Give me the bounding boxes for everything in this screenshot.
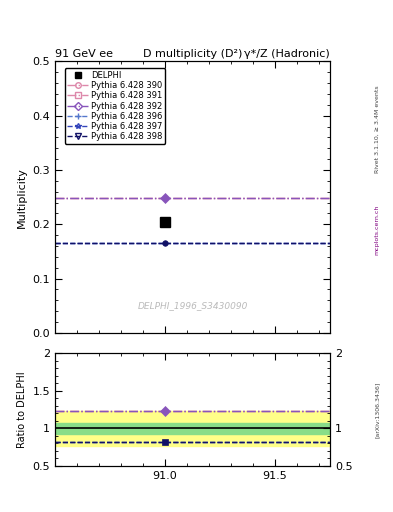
Text: 91 GeV ee: 91 GeV ee [55, 49, 113, 59]
Bar [55, 411, 330, 445]
Y-axis label: Multiplicity: Multiplicity [17, 167, 27, 227]
Title: D multiplicity (D²): D multiplicity (D²) [143, 49, 242, 59]
Text: mcplots.cern.ch: mcplots.cern.ch [375, 204, 380, 255]
Text: DELPHI_1996_S3430090: DELPHI_1996_S3430090 [138, 301, 248, 310]
Text: γ*/Z (Hadronic): γ*/Z (Hadronic) [244, 49, 330, 59]
Legend: DELPHI, Pythia 6.428 390, Pythia 6.428 391, Pythia 6.428 392, Pythia 6.428 396, : DELPHI, Pythia 6.428 390, Pythia 6.428 3… [65, 68, 165, 144]
Bar [55, 423, 330, 434]
Text: [arXiv:1306.3436]: [arXiv:1306.3436] [375, 381, 380, 438]
Text: Rivet 3.1.10, ≥ 3.4M events: Rivet 3.1.10, ≥ 3.4M events [375, 86, 380, 173]
Y-axis label: Ratio to DELPHI: Ratio to DELPHI [17, 371, 27, 448]
